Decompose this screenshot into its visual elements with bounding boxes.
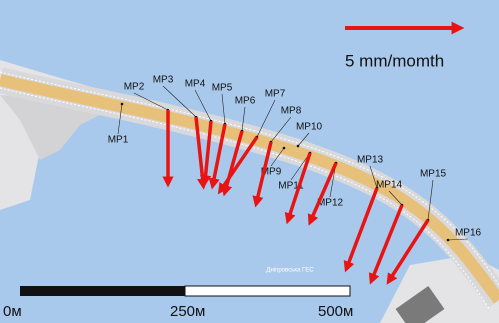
point-label: MP6 [235,96,256,107]
point-label: MP5 [212,83,233,94]
point-label: MP14 [376,180,403,191]
point-label: MP3 [153,75,174,86]
point-label: MP1 [108,135,129,146]
scale-label: 250м [170,303,205,320]
scale-bar [185,286,350,296]
point-label: MP15 [420,169,447,180]
scale-label: 0м [3,303,22,320]
place-label: Дніпровська ГЕС [266,268,314,274]
scale-label: 500м [318,303,353,320]
scale-bar [20,286,185,296]
map: 5 mm/momth Дніпровська ГЕС 0м 250м 500м … [0,0,499,323]
point [447,239,450,242]
point-label: MP8 [281,106,302,117]
point-label: MP2 [124,82,145,93]
point-label: MP10 [296,122,323,133]
legend-label: 5 mm/momth [345,51,444,70]
point-label: MP16 [455,228,482,239]
point [283,147,286,150]
point [121,103,124,106]
point [297,145,300,148]
point-label: MP4 [185,79,206,90]
point-label: MP7 [265,89,286,100]
point-label: MP13 [357,155,384,166]
